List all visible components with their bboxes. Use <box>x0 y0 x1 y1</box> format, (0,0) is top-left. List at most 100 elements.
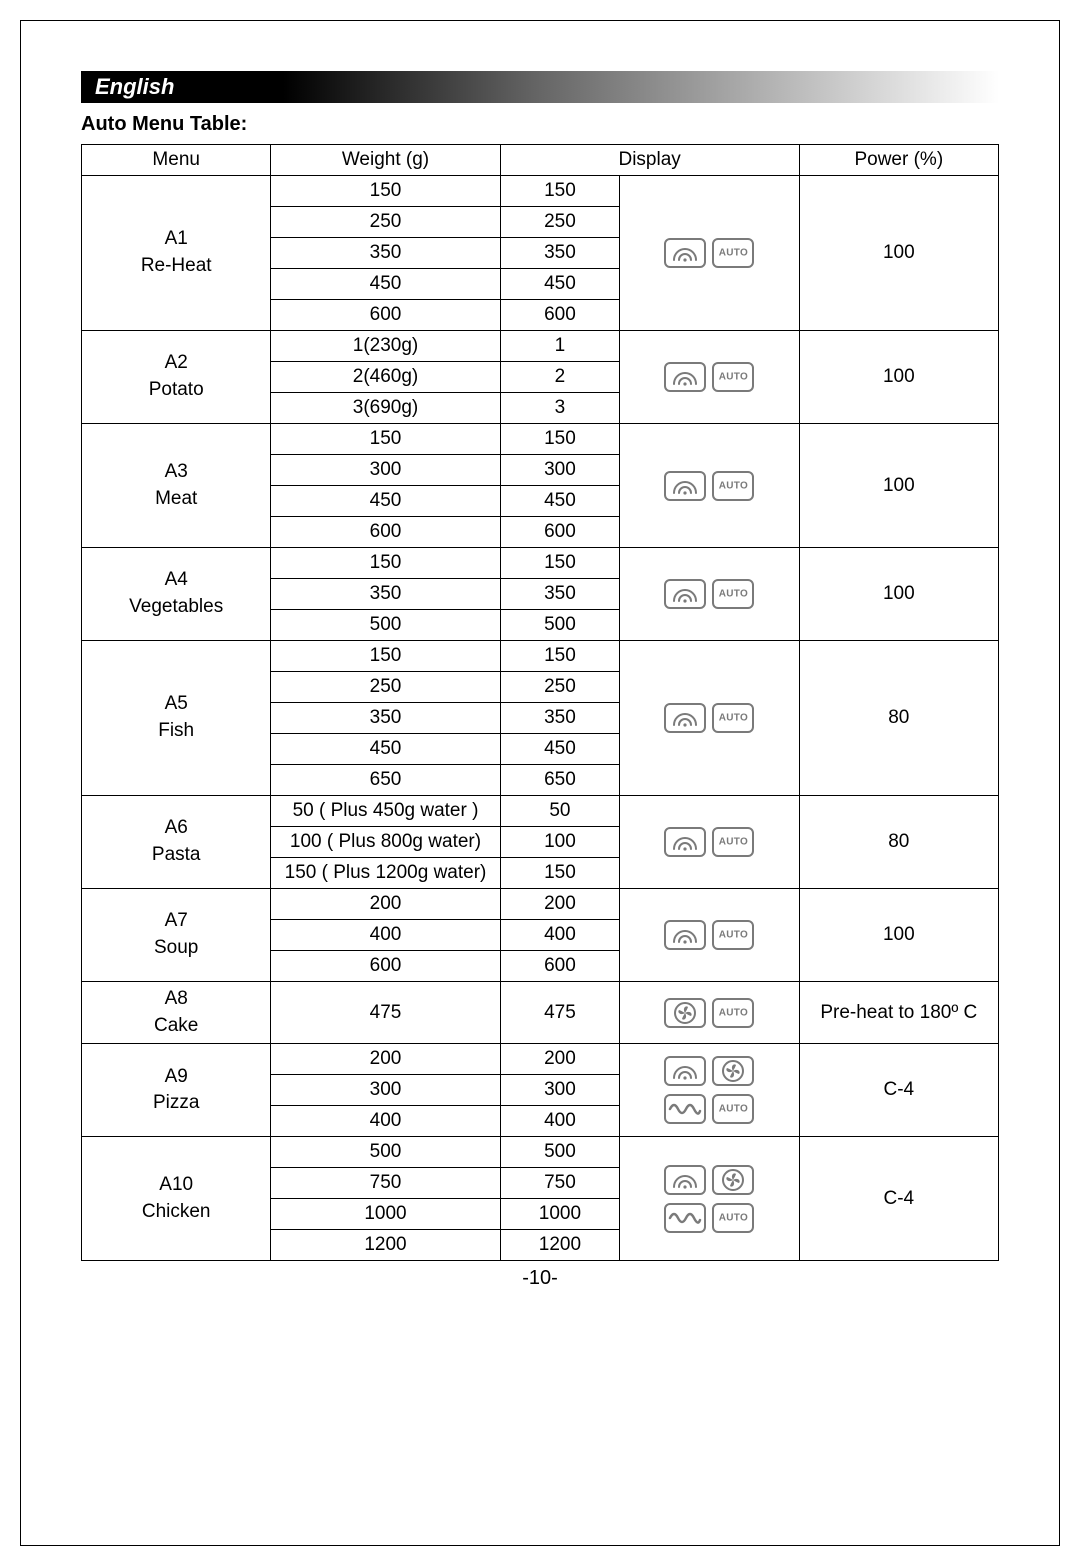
display-icons <box>626 918 792 952</box>
display-value-cell: 150 <box>500 176 620 207</box>
display-value-cell: 250 <box>500 672 620 703</box>
display-icons-cell <box>620 548 799 641</box>
power-cell: 100 <box>799 548 998 641</box>
display-icons <box>626 701 792 735</box>
weight-cell: 600 <box>271 517 500 548</box>
weight-cell: 150 <box>271 176 500 207</box>
menu-name: Soup <box>88 935 264 962</box>
menu-name: Meat <box>88 486 264 513</box>
display-value-cell: 450 <box>500 734 620 765</box>
weight-cell: 600 <box>271 300 500 331</box>
auto-icon <box>712 238 754 268</box>
menu-cell: A9Pizza <box>82 1044 271 1137</box>
display-icons-cell <box>620 889 799 982</box>
display-value-cell: 250 <box>500 207 620 238</box>
weight-cell: 300 <box>271 1075 500 1106</box>
auto-icon <box>712 998 754 1028</box>
auto-icon <box>712 703 754 733</box>
display-value-cell: 100 <box>500 827 620 858</box>
display-icons <box>626 577 792 611</box>
weight-cell: 350 <box>271 238 500 269</box>
menu-cell: A7Soup <box>82 889 271 982</box>
weight-cell: 1200 <box>271 1230 500 1261</box>
display-value-cell: 150 <box>500 424 620 455</box>
display-value-cell: 450 <box>500 269 620 300</box>
display-value-cell: 750 <box>500 1168 620 1199</box>
menu-name: Chicken <box>88 1199 264 1226</box>
menu-code: A4 <box>88 567 264 594</box>
microwave-icon <box>664 1056 706 1086</box>
weight-cell: 150 <box>271 641 500 672</box>
microwave-icon <box>664 703 706 733</box>
weight-cell: 200 <box>271 889 500 920</box>
menu-name: Pasta <box>88 842 264 869</box>
weight-cell: 350 <box>271 703 500 734</box>
display-icons <box>626 236 792 270</box>
display-value-cell: 300 <box>500 455 620 486</box>
display-value-cell: 200 <box>500 889 620 920</box>
menu-code: A6 <box>88 815 264 842</box>
display-icons-cell <box>620 176 799 331</box>
weight-cell: 300 <box>271 455 500 486</box>
weight-cell: 350 <box>271 579 500 610</box>
header-weight: Weight (g) <box>271 145 500 176</box>
display-value-cell: 400 <box>500 920 620 951</box>
display-icons <box>626 469 792 503</box>
microwave-icon <box>664 1165 706 1195</box>
menu-code: A9 <box>88 1064 264 1091</box>
menu-code: A7 <box>88 908 264 935</box>
fan-icon <box>712 1165 754 1195</box>
power-cell: Pre-heat to 180º C <box>799 982 998 1044</box>
display-value-cell: 450 <box>500 486 620 517</box>
weight-cell: 50 ( Plus 450g water ) <box>271 796 500 827</box>
display-value-cell: 150 <box>500 548 620 579</box>
display-value-cell: 1 <box>500 331 620 362</box>
display-value-cell: 50 <box>500 796 620 827</box>
table-row: A2Potato1(230g)1 100 <box>82 331 999 362</box>
power-cell: 100 <box>799 176 998 331</box>
microwave-icon <box>664 362 706 392</box>
table-row: A4Vegetables150150 100 <box>82 548 999 579</box>
weight-cell: 3(690g) <box>271 393 500 424</box>
display-value-cell: 350 <box>500 238 620 269</box>
table-row: A9Pizza200200 C-4 <box>82 1044 999 1075</box>
menu-name: Potato <box>88 377 264 404</box>
menu-cell: A2Potato <box>82 331 271 424</box>
display-value-cell: 300 <box>500 1075 620 1106</box>
menu-name: Fish <box>88 718 264 745</box>
menu-cell: A3Meat <box>82 424 271 548</box>
menu-name: Cake <box>88 1013 264 1040</box>
display-icons <box>626 825 792 859</box>
auto-icon <box>712 920 754 950</box>
section-title: Auto Menu Table: <box>81 113 999 136</box>
menu-code: A8 <box>88 986 264 1013</box>
microwave-icon <box>664 238 706 268</box>
display-icons <box>626 996 792 1030</box>
display-value-cell: 150 <box>500 641 620 672</box>
menu-cell: A5Fish <box>82 641 271 796</box>
auto-icon <box>712 1094 754 1124</box>
weight-cell: 450 <box>271 734 500 765</box>
display-icons-cell <box>620 641 799 796</box>
menu-code: A10 <box>88 1172 264 1199</box>
display-value-cell: 650 <box>500 765 620 796</box>
weight-cell: 1000 <box>271 1199 500 1230</box>
display-value-cell: 475 <box>500 982 620 1044</box>
display-icons-cell <box>620 982 799 1044</box>
weight-cell: 250 <box>271 207 500 238</box>
display-value-cell: 500 <box>500 1137 620 1168</box>
table-row: A1Re-Heat150150 100 <box>82 176 999 207</box>
header-menu: Menu <box>82 145 271 176</box>
display-value-cell: 350 <box>500 703 620 734</box>
display-value-cell: 3 <box>500 393 620 424</box>
menu-cell: A4Vegetables <box>82 548 271 641</box>
weight-cell: 400 <box>271 1106 500 1137</box>
auto-icon <box>712 1203 754 1233</box>
page-number: -10- <box>81 1267 999 1290</box>
display-icons-cell <box>620 1137 799 1261</box>
display-value-cell: 1200 <box>500 1230 620 1261</box>
power-cell: 100 <box>799 331 998 424</box>
fan-icon <box>712 1056 754 1086</box>
display-value-cell: 200 <box>500 1044 620 1075</box>
weight-cell: 1(230g) <box>271 331 500 362</box>
